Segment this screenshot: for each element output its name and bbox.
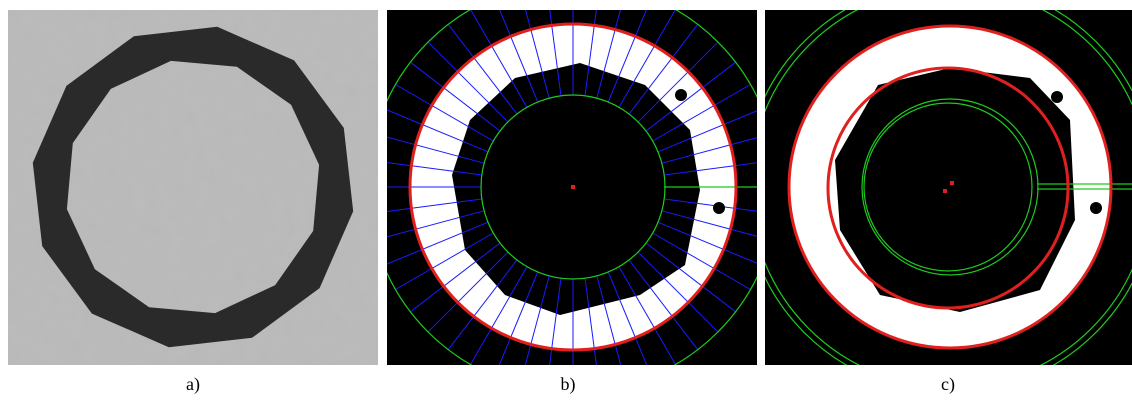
panel-c-image: [744, 0, 1132, 393]
panel-label: a): [186, 374, 200, 395]
panel-a-image: [8, 10, 378, 365]
panel-label: c): [941, 374, 955, 395]
panel-label: b): [561, 374, 576, 395]
figure: a) b) c): [0, 0, 1132, 403]
panel-b-image: [368, 0, 778, 392]
